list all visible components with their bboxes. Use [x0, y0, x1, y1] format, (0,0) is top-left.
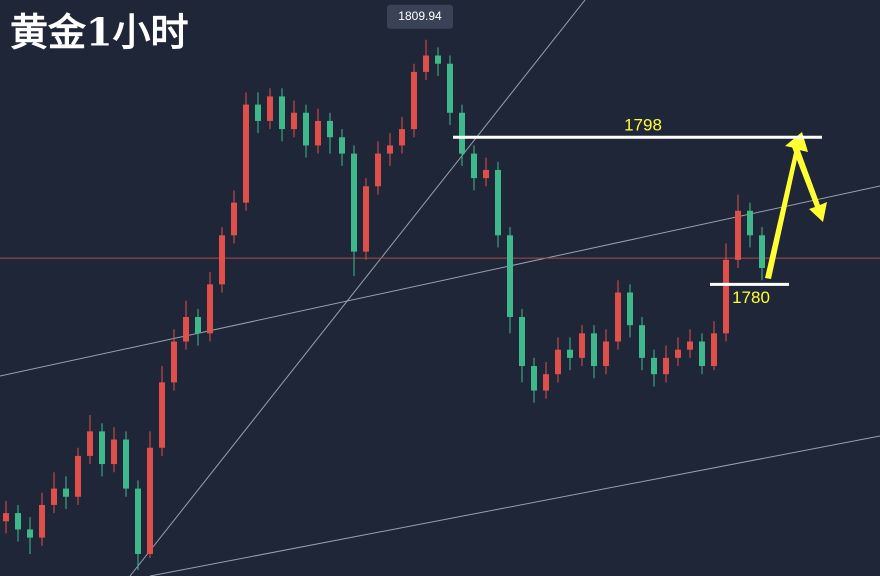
- trend-line: [129, 0, 586, 576]
- candle-body: [135, 488, 141, 554]
- candle-body: [87, 431, 93, 456]
- candle-body: [399, 129, 405, 146]
- candle-body: [195, 317, 201, 334]
- candle-body: [219, 235, 225, 285]
- arrow-down: [792, 145, 827, 222]
- candle-body: [27, 529, 33, 538]
- candle-body: [759, 235, 765, 268]
- candle-body: [567, 349, 573, 358]
- candle-body: [651, 357, 657, 375]
- candle-body: [711, 333, 717, 367]
- candle-body: [63, 488, 69, 497]
- candle-body: [687, 341, 693, 350]
- candle-body: [15, 513, 21, 530]
- candle-body: [231, 202, 237, 236]
- candle-body: [267, 96, 273, 121]
- candle-body: [243, 104, 249, 203]
- candle-body: [675, 349, 681, 358]
- candle-body: [75, 455, 81, 497]
- chart-title: 黄金1小时: [10, 10, 188, 55]
- trend-line: [0, 185, 880, 377]
- candle-body: [3, 513, 9, 522]
- candle-body: [447, 63, 453, 113]
- candle-body: [423, 55, 429, 72]
- support-label: 1780: [732, 288, 770, 307]
- candle-body: [507, 235, 513, 318]
- candle-body: [171, 341, 177, 383]
- candle-body: [315, 120, 321, 146]
- candle-body: [555, 349, 561, 375]
- candle-body: [735, 210, 741, 260]
- candle-body: [51, 488, 57, 505]
- candle-body: [543, 374, 549, 391]
- candle-body: [603, 341, 609, 367]
- candle-body: [99, 431, 105, 465]
- candle-body: [699, 341, 705, 367]
- max-label-box: [387, 4, 453, 29]
- candle-body: [579, 333, 585, 358]
- candle-body: [411, 71, 417, 130]
- trend-line: [149, 435, 880, 576]
- candle-body: [747, 210, 753, 236]
- candle-body: [615, 292, 621, 342]
- candle-body: [363, 186, 369, 252]
- arrow-up: [765, 132, 808, 279]
- candles: [0, 39, 880, 571]
- candle-body: [123, 439, 129, 489]
- resistance-label: 1798: [624, 116, 662, 135]
- candle-body: [183, 317, 189, 342]
- candle-body: [39, 504, 45, 538]
- candle-body: [471, 153, 477, 179]
- candle-body: [339, 137, 345, 154]
- candle-body: [111, 439, 117, 465]
- candle-body: [351, 153, 357, 252]
- candle-body: [327, 120, 333, 138]
- candle-body: [495, 169, 501, 236]
- candle-body: [255, 104, 261, 121]
- candle-body: [519, 317, 525, 367]
- candle-body: [435, 55, 441, 64]
- candle-body: [375, 153, 381, 187]
- candle-body: [387, 145, 393, 154]
- candle-body: [147, 447, 153, 554]
- candle-body: [303, 112, 309, 146]
- candle-body: [639, 325, 645, 358]
- max-label: 1809.94: [398, 9, 442, 23]
- candle-body: [159, 382, 165, 448]
- candle-body: [591, 333, 597, 367]
- candle-body: [291, 112, 297, 130]
- candle-body: [663, 357, 669, 375]
- candle-body: [483, 169, 489, 179]
- candle-body: [627, 292, 633, 326]
- candle-body: [459, 112, 465, 154]
- candle-body: [531, 366, 537, 391]
- candle-body: [279, 96, 285, 130]
- candle-body: [723, 259, 729, 334]
- candle-body: [207, 284, 213, 334]
